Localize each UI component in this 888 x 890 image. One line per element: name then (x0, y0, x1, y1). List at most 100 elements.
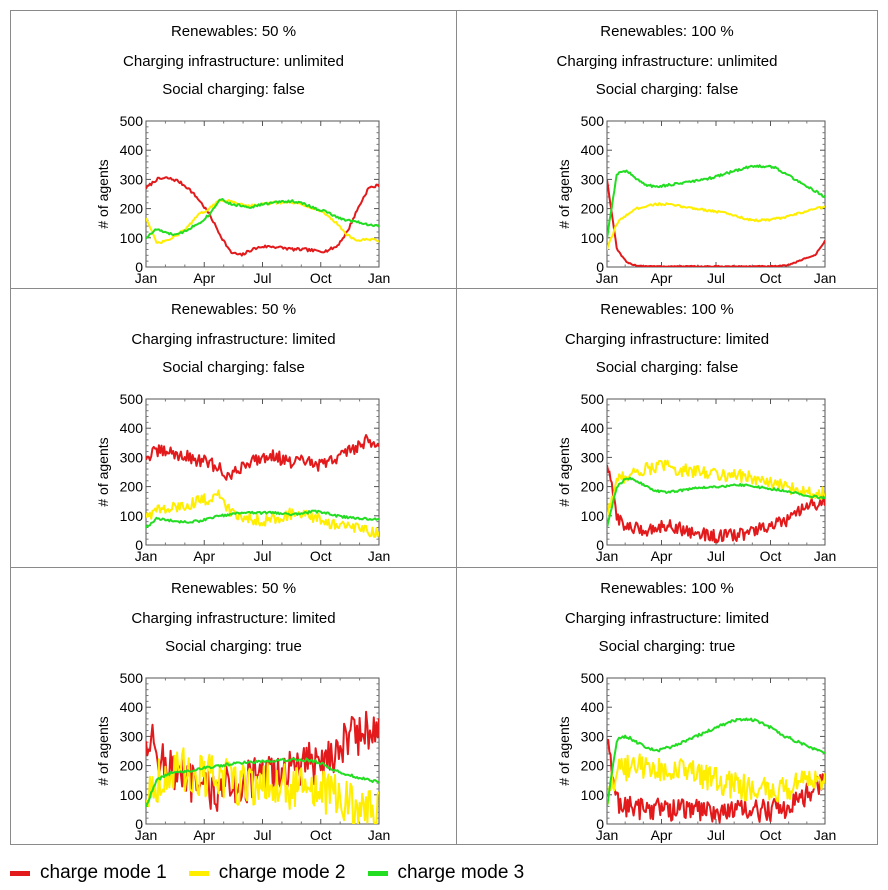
y-tick-label: 100 (120, 508, 144, 524)
y-tick-label: 200 (120, 758, 144, 774)
chart-grid: Renewables: 50 % Charging infrastructure… (10, 10, 878, 845)
legend: charge mode 1 charge mode 2 charge mode … (10, 862, 546, 884)
x-tick-label: Jan (135, 827, 158, 843)
panel-title-line-3: Social charging: false (595, 81, 739, 98)
y-tick-label: 500 (120, 391, 144, 407)
y-tick-label: 200 (581, 758, 605, 774)
panel-title-line-1: Renewables: 100 % (600, 580, 734, 597)
x-tick-label: Oct (760, 270, 782, 286)
legend-label: charge mode 3 (397, 862, 525, 883)
chart-panel-4: Renewables: 100 % Charging infrastructur… (457, 289, 877, 567)
x-tick-label: Jul (254, 270, 272, 286)
y-axis-label: # of agents (556, 437, 572, 506)
series-line-charge-mode-2 (607, 753, 825, 804)
legend-item-charge-mode-3: charge mode 3 (367, 862, 525, 883)
series-line-charge-mode-2 (607, 202, 825, 251)
y-tick-label: 200 (120, 479, 144, 495)
chart-panel-3: Renewables: 50 % Charging infrastructure… (11, 289, 456, 567)
x-tick-label: Apr (193, 270, 215, 286)
x-tick-label: Jan (596, 827, 619, 843)
y-tick-label: 500 (581, 391, 605, 407)
legend-label: charge mode 2 (218, 862, 346, 883)
panel-title-line-3: Social charging: false (162, 359, 305, 376)
legend-swatch (367, 870, 388, 876)
legend-swatch (10, 870, 30, 876)
line-chart: 0 100 200 300 400 500 Jan Apr Jul Oct Jan # of agen… (556, 670, 837, 843)
y-tick-label: 0 (135, 537, 143, 553)
series-line-charge-mode-3 (146, 198, 379, 240)
x-tick-label: Jan (596, 270, 619, 286)
x-tick-label: Apr (193, 827, 215, 843)
y-tick-label: 100 (581, 230, 605, 246)
panel-title-line-3: Social charging: false (162, 81, 305, 98)
x-tick-label: Oct (760, 548, 782, 564)
y-tick-label: 300 (581, 728, 605, 744)
x-tick-label: Jul (707, 827, 725, 843)
y-axis-label: # of agents (556, 159, 572, 228)
series-line-charge-mode-1 (146, 434, 379, 481)
y-tick-label: 500 (581, 670, 605, 686)
x-tick-label: Oct (310, 270, 332, 286)
grid-divider-horizontal (11, 567, 877, 568)
y-tick-label: 300 (120, 171, 144, 187)
panel-title-line-1: Renewables: 50 % (170, 23, 297, 40)
series-line-charge-mode-1 (146, 176, 379, 257)
y-tick-label: 500 (581, 113, 605, 129)
panel-title-line-1: Renewables: 100 % (600, 23, 734, 40)
legend-swatch (188, 870, 209, 876)
y-tick-label: 0 (596, 259, 604, 275)
legend-item-charge-mode-1: charge mode 1 (10, 863, 167, 883)
x-tick-label: Oct (760, 827, 782, 843)
y-tick-label: 400 (120, 420, 144, 436)
panel-title-line-2: Charging infrastructure: limited (131, 331, 336, 348)
chart-panel-6: Renewables: 100 % Charging infrastructur… (457, 568, 877, 844)
y-tick-label: 300 (120, 728, 144, 744)
grid-divider-horizontal (11, 288, 877, 289)
x-tick-label: Jan (368, 827, 391, 843)
series-line-charge-mode-1 (607, 464, 825, 544)
panel-title-line-2: Charging infrastructure: unlimited (556, 53, 778, 70)
panel-title-line-3: Social charging: true (598, 638, 736, 655)
y-axis-label: # of agents (95, 437, 111, 506)
series-line-charge-mode-3 (146, 509, 379, 529)
legend-item-charge-mode-2: charge mode 2 (188, 862, 346, 883)
y-tick-label: 200 (120, 201, 144, 217)
series-line-charge-mode-3 (146, 757, 379, 808)
y-tick-label: 100 (120, 230, 144, 246)
chart-panel-5: Renewables: 50 % Charging infrastructure… (11, 568, 456, 844)
y-tick-label: 400 (581, 699, 605, 715)
panel-title-line-2: Charging infrastructure: limited (564, 331, 770, 348)
panel-title-line-1: Renewables: 50 % (170, 580, 297, 597)
legend-label: charge mode 1 (40, 862, 167, 883)
x-tick-label: Apr (651, 548, 673, 564)
panel-title-line-2: Charging infrastructure: unlimited (123, 53, 344, 70)
y-tick-label: 400 (120, 699, 144, 715)
x-tick-label: Oct (310, 548, 332, 564)
panel-title-line-1: Renewables: 50 % (170, 301, 297, 318)
x-tick-label: Jan (814, 827, 837, 843)
series-line-charge-mode-3 (607, 476, 825, 529)
y-tick-label: 0 (135, 816, 143, 832)
series-line-charge-mode-3 (607, 164, 825, 239)
panel-title-line-3: Social charging: true (165, 638, 302, 655)
y-tick-label: 300 (581, 171, 605, 187)
y-tick-label: 0 (596, 816, 604, 832)
x-tick-label: Apr (651, 827, 673, 843)
series-line-charge-mode-1 (607, 179, 825, 267)
plot-frame (606, 120, 826, 268)
line-chart: 0 100 200 300 400 500 Jan Apr Jul Oct Jan # of agen… (95, 113, 391, 286)
panel-title-line-3: Social charging: false (595, 359, 739, 376)
x-tick-label: Jan (368, 270, 391, 286)
panel-title-line-2: Charging infrastructure: limited (564, 610, 770, 627)
y-tick-label: 300 (120, 449, 144, 465)
series-line-charge-mode-2 (607, 459, 825, 518)
chart-panel-2: Renewables: 100 % Charging infrastructur… (457, 11, 877, 288)
y-tick-label: 100 (581, 508, 605, 524)
y-tick-label: 300 (581, 449, 605, 465)
series-line-charge-mode-2 (146, 747, 379, 824)
x-tick-label: Jul (254, 548, 272, 564)
line-chart: 0 100 200 300 400 500 Jan Apr Jul Oct Jan # of agen… (95, 391, 390, 564)
x-tick-label: Jan (135, 270, 158, 286)
line-chart: 0 100 200 300 400 500 Jan Apr Jul Oct Jan # of agen… (556, 391, 836, 564)
line-chart: 0 100 200 300 400 500 Jan Apr Jul Oct Jan # of agen… (556, 113, 836, 286)
